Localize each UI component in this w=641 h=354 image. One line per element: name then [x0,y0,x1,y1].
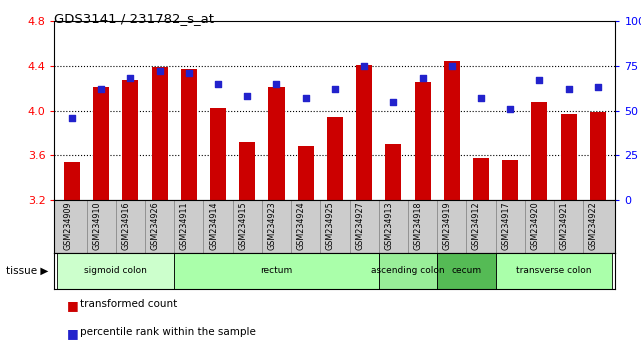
Bar [437,253,495,289]
Point [96,86,106,92]
Text: GSM234915: GSM234915 [238,202,247,250]
Text: ascending colon: ascending colon [371,266,445,275]
Text: cecum: cecum [451,266,481,275]
Text: GSM234917: GSM234917 [501,202,510,250]
Text: GSM234925: GSM234925 [326,202,335,250]
Text: GSM234910: GSM234910 [92,202,101,250]
Text: tissue ▶: tissue ▶ [6,266,49,276]
Bar [239,142,255,200]
Point [476,95,486,101]
Bar [495,253,612,289]
Point [301,95,311,101]
Text: GSM234918: GSM234918 [413,202,422,250]
Text: GSM234922: GSM234922 [589,202,598,250]
Text: GSM234912: GSM234912 [472,202,481,250]
Bar [473,158,489,200]
Point [154,68,165,74]
Text: percentile rank within the sample: percentile rank within the sample [80,327,256,337]
Text: GSM234916: GSM234916 [121,202,130,250]
Text: transformed count: transformed count [80,299,178,309]
Text: sigmoid colon: sigmoid colon [85,266,147,275]
Text: GSM234924: GSM234924 [297,202,306,250]
Bar [181,69,197,200]
Bar [174,253,379,289]
Point [67,115,77,121]
Point [271,81,281,87]
Bar [122,80,138,200]
Bar [93,87,109,200]
Text: ■: ■ [67,327,79,341]
Point [535,78,545,83]
Text: GSM234914: GSM234914 [209,202,218,250]
Text: GSM234923: GSM234923 [267,202,276,250]
Text: GSM234911: GSM234911 [180,202,189,250]
Point [213,81,223,87]
Bar [58,253,174,289]
Point [125,76,135,81]
Point [388,99,399,104]
Bar [590,112,606,200]
Point [417,76,428,81]
Bar [531,102,547,200]
Bar [502,160,518,200]
Text: rectum: rectum [260,266,293,275]
Text: GSM234909: GSM234909 [63,202,72,250]
Point [184,70,194,76]
Bar [327,117,343,200]
Text: ■: ■ [67,299,79,312]
Point [359,63,369,69]
Bar [210,108,226,200]
Text: transverse colon: transverse colon [516,266,592,275]
Bar [385,144,401,200]
Point [242,93,253,99]
Text: GSM234913: GSM234913 [385,202,394,250]
Bar [561,114,577,200]
Point [330,86,340,92]
Point [563,86,574,92]
Bar [64,162,80,200]
Text: GSM234927: GSM234927 [355,202,364,250]
Bar [356,65,372,200]
Point [505,106,515,112]
Bar [152,67,168,200]
Bar [444,62,460,200]
Bar [269,87,285,200]
Point [447,63,457,69]
Text: GSM234921: GSM234921 [560,202,569,250]
Text: GDS3141 / 231782_s_at: GDS3141 / 231782_s_at [54,12,215,25]
Bar [379,253,437,289]
Text: GSM234920: GSM234920 [530,202,540,250]
Point [593,85,603,90]
Text: GSM234919: GSM234919 [443,202,452,250]
Bar [415,81,431,200]
Text: GSM234926: GSM234926 [151,202,160,250]
Bar [297,147,313,200]
